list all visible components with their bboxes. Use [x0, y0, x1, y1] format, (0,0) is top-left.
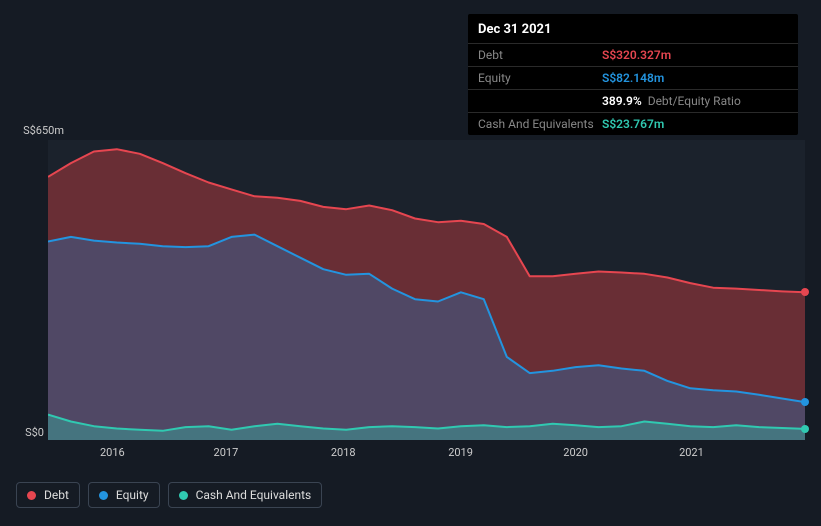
- chart-svg: [48, 140, 805, 440]
- tooltip-row-ratio: 389.9% Debt/Equity Ratio: [468, 89, 798, 112]
- tooltip-value: S$82.148m: [602, 71, 664, 85]
- tooltip-row-equity: Equity S$82.148m: [468, 66, 798, 89]
- legend-item-equity[interactable]: Equity: [88, 482, 160, 508]
- tooltip-label: Debt: [478, 48, 602, 62]
- tooltip-extra: Debt/Equity Ratio: [648, 94, 741, 108]
- y-axis-max: S$650m: [16, 124, 64, 137]
- tooltip-label: Equity: [478, 71, 602, 85]
- y-axis-min: S$0: [16, 426, 44, 439]
- legend-swatch: [179, 491, 188, 500]
- x-tick: 2019: [448, 446, 473, 459]
- tooltip-value: S$23.767m: [602, 117, 664, 131]
- chart-plot[interactable]: [48, 140, 805, 440]
- tooltip-value: 389.9%: [602, 94, 642, 108]
- tooltip-title: Dec 31 2021: [468, 22, 798, 43]
- x-tick: 2020: [563, 446, 588, 459]
- legend-swatch: [27, 491, 36, 500]
- tooltip-value: S$320.327m: [602, 48, 671, 62]
- chart-tooltip: Dec 31 2021 Debt S$320.327m Equity S$82.…: [468, 14, 798, 135]
- chart-legend: Debt Equity Cash And Equivalents: [16, 482, 322, 508]
- series-end-dot: [801, 425, 809, 433]
- x-tick: 2016: [100, 446, 125, 459]
- tooltip-label: Cash And Equivalents: [478, 117, 602, 131]
- legend-item-debt[interactable]: Debt: [16, 482, 80, 508]
- legend-label: Equity: [116, 488, 149, 502]
- tooltip-row-cash: Cash And Equivalents S$23.767m: [468, 112, 798, 135]
- tooltip-row-debt: Debt S$320.327m: [468, 43, 798, 66]
- series-end-dot: [801, 288, 809, 296]
- x-axis: 2016 2017 2018 2019 2020 2021: [48, 446, 805, 466]
- x-tick: 2018: [331, 446, 356, 459]
- x-tick: 2017: [214, 446, 239, 459]
- legend-label: Debt: [44, 488, 69, 502]
- legend-item-cash[interactable]: Cash And Equivalents: [168, 482, 323, 508]
- legend-swatch: [99, 491, 108, 500]
- x-tick: 2021: [679, 446, 704, 459]
- legend-label: Cash And Equivalents: [196, 488, 312, 502]
- series-end-dot: [801, 398, 809, 406]
